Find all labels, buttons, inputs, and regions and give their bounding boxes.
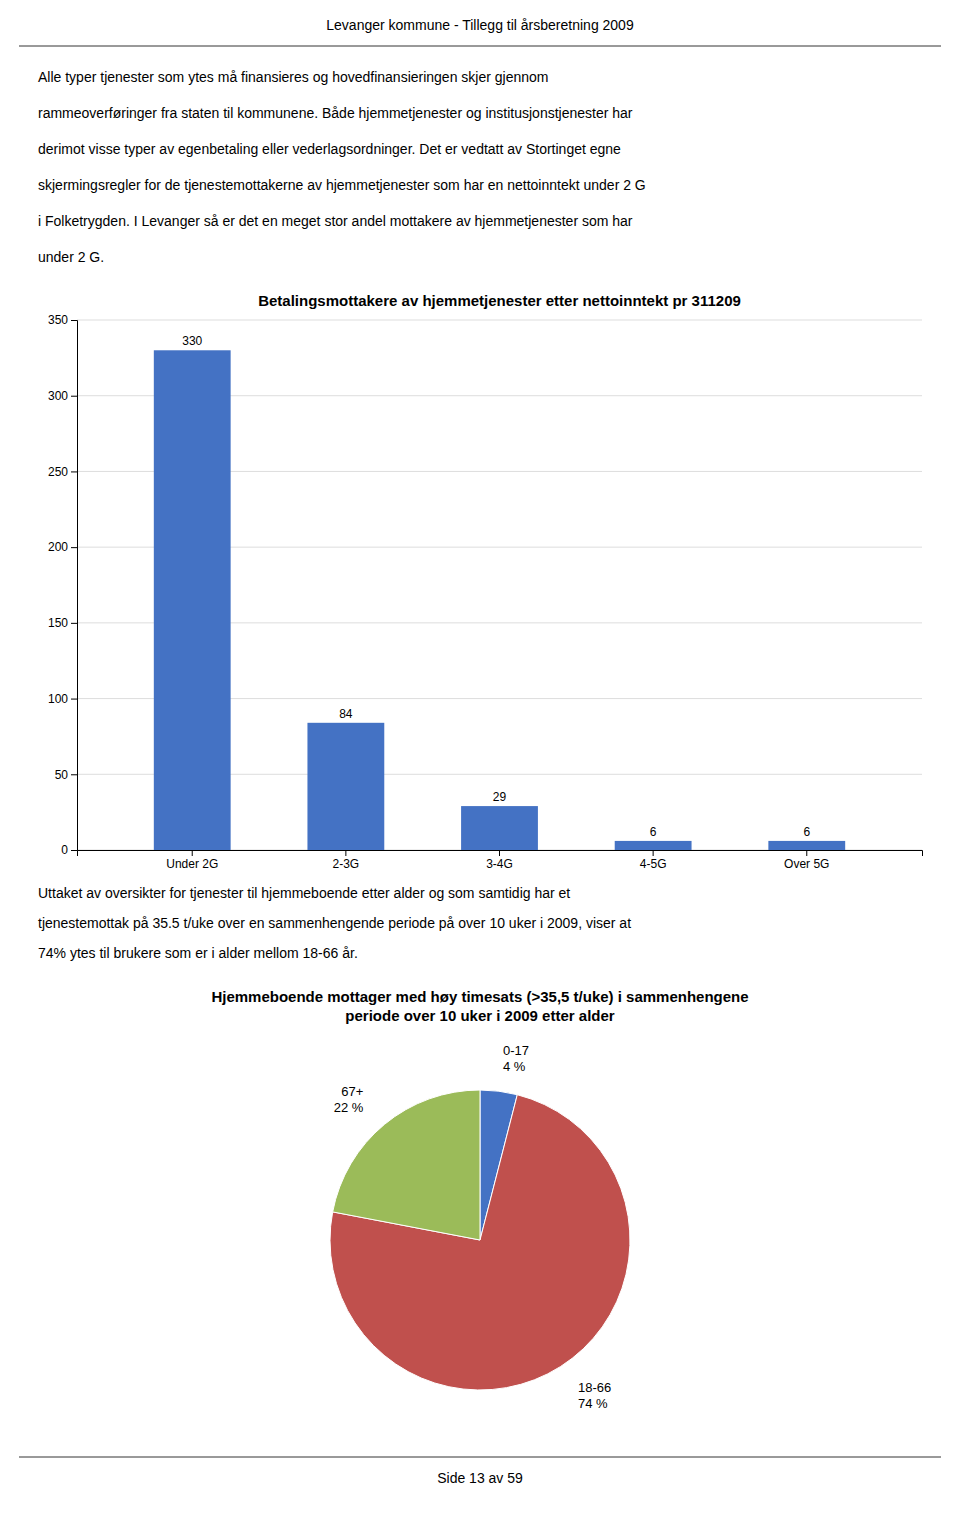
tick-mark — [71, 547, 77, 548]
data-label: 330 — [182, 334, 202, 348]
paragraph-line: i Folketrygden. I Levanger så er det en … — [38, 213, 633, 229]
slice-label: 67+ — [341, 1084, 363, 1099]
title-line: Hjemmeboende mottager med høy timesats (… — [211, 988, 748, 1005]
axis-line — [71, 321, 78, 851]
tick-mark — [71, 471, 77, 472]
tick-label: 350 — [48, 313, 68, 327]
tick-mark — [71, 699, 77, 700]
slice-label: 0-17 — [503, 1043, 529, 1058]
tick: 200 — [48, 540, 77, 554]
tick-label: 3-4G — [486, 857, 513, 871]
tick: 0 — [61, 843, 77, 857]
grid-line — [77, 320, 922, 321]
grid — [77, 320, 922, 850]
bar — [307, 723, 384, 850]
paragraph-line: derimot visse typer av egenbetaling elle… — [38, 141, 621, 157]
data-labels: 0-174 % 18-6674 % 67+22 % — [334, 1043, 612, 1410]
paragraph: Uttaket av oversikter for tjenester til … — [38, 885, 631, 961]
tick-label: Under 2G — [166, 857, 218, 871]
tick: 3-4G — [486, 850, 513, 871]
paragraph-line: tjenestemottak på 35.5 t/uke over en sam… — [38, 915, 631, 931]
data-label: 6 — [803, 825, 810, 839]
tick-label: 250 — [48, 465, 68, 479]
tick-mark — [806, 850, 807, 856]
tick: 4-5G — [640, 850, 667, 871]
page-footer: Side 13 av 59 — [437, 1470, 523, 1486]
tick-label: 300 — [48, 389, 68, 403]
tick-label: 150 — [48, 616, 68, 630]
tick: Under 2G — [166, 850, 218, 871]
chart-title: Betalingsmottakere av hjemmetjenester et… — [258, 292, 741, 309]
slice-label: 18-66 — [578, 1380, 611, 1395]
tick: 350 — [48, 313, 77, 327]
bar — [615, 841, 692, 850]
data-label: 29 — [493, 790, 507, 804]
tick: 150 — [48, 616, 77, 630]
paragraph-line: Alle typer tjenester som ytes må finansi… — [38, 69, 549, 85]
slice — [333, 1090, 480, 1240]
tick-mark — [71, 396, 77, 397]
tick-mark — [71, 320, 77, 321]
tick: 250 — [48, 465, 77, 479]
footer-rule — [19, 1457, 941, 1458]
bar — [768, 841, 845, 850]
tick-label: 200 — [48, 540, 68, 554]
tick-label: Over 5G — [784, 857, 829, 871]
data-label: 22 % — [334, 1100, 364, 1115]
tick-mark — [71, 850, 77, 851]
tick-mark — [71, 774, 77, 775]
tick: 2-3G — [333, 850, 360, 871]
pie-chart: Hjemmeboende mottager med høy timesats (… — [211, 988, 748, 1411]
bar-chart: Betalingsmottakere av hjemmetjenester et… — [48, 292, 923, 871]
title-line: periode over 10 uker i 2009 etter alder — [345, 1007, 614, 1024]
page-title: Levanger kommune - Tillegg til årsberetn… — [326, 17, 634, 33]
tick-label: 2-3G — [333, 857, 360, 871]
paragraph-line: rammeoverføringer fra staten til kommune… — [38, 105, 633, 121]
paragraph-line: under 2 G. — [38, 249, 104, 265]
bars — [154, 350, 845, 850]
data-label: 74 % — [578, 1396, 608, 1411]
data-label: 6 — [650, 825, 657, 839]
tick: 300 — [48, 389, 77, 403]
data-label: 84 — [339, 707, 353, 721]
tick-mark — [192, 850, 193, 856]
tick: Over 5G — [784, 850, 829, 871]
tick-mark — [499, 850, 500, 856]
bar — [154, 350, 231, 850]
paragraph: Alle typer tjenester som ytes må finansi… — [38, 69, 646, 265]
axis-line — [78, 851, 923, 857]
tick: 50 — [55, 768, 77, 782]
paragraph-line: skjermingsregler for de tjenestemottaker… — [38, 177, 646, 193]
tick-mark — [345, 850, 346, 856]
page: Levanger kommune - Tillegg til årsberetn… — [0, 0, 960, 1518]
tick-label: 100 — [48, 692, 68, 706]
tick: 100 — [48, 692, 77, 706]
data-label: 4 % — [503, 1059, 526, 1074]
y-axis: 0 50 100 150 200 250 300 350 — [48, 313, 78, 857]
tick-label: 50 — [55, 768, 69, 782]
tick-label: 0 — [61, 843, 68, 857]
data-labels: 330 84 29 6 6 — [182, 334, 810, 839]
chart-title: Hjemmeboende mottager med høy timesats (… — [211, 988, 748, 1024]
header-rule — [19, 46, 941, 47]
tick-mark — [653, 850, 654, 856]
x-axis: Under 2G 2-3G 3-4G 4-5G Over 5G — [78, 850, 923, 871]
slices — [330, 1090, 630, 1390]
tick-label: 4-5G — [640, 857, 667, 871]
paragraph-line: Uttaket av oversikter for tjenester til … — [38, 885, 570, 901]
bar — [461, 806, 538, 850]
tick-mark — [71, 623, 77, 624]
paragraph-line: 74% ytes til brukere som er i alder mell… — [38, 945, 358, 961]
